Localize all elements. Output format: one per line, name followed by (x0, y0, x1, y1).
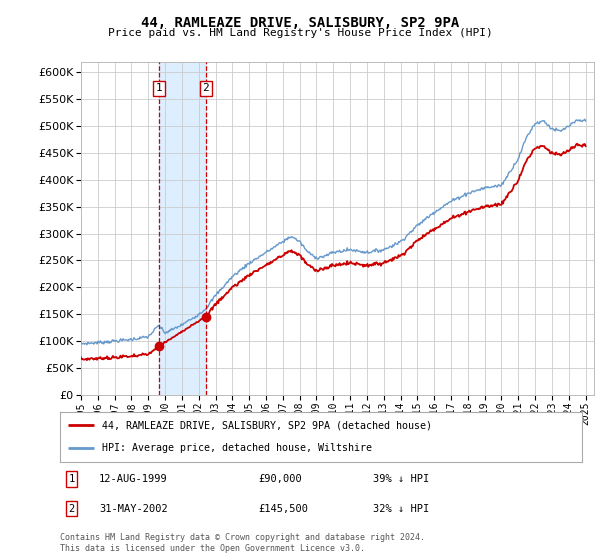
Text: Price paid vs. HM Land Registry's House Price Index (HPI): Price paid vs. HM Land Registry's House … (107, 28, 493, 38)
Text: 44, RAMLEAZE DRIVE, SALISBURY, SP2 9PA: 44, RAMLEAZE DRIVE, SALISBURY, SP2 9PA (141, 16, 459, 30)
Text: 2: 2 (68, 503, 74, 514)
Bar (158, 62, 206, 395)
Text: Contains HM Land Registry data © Crown copyright and database right 2024.
This d: Contains HM Land Registry data © Crown c… (60, 533, 425, 553)
Text: HPI: Average price, detached house, Wiltshire: HPI: Average price, detached house, Wilt… (102, 444, 372, 454)
Text: 2: 2 (202, 83, 209, 94)
Text: 1: 1 (68, 474, 74, 484)
Text: 39% ↓ HPI: 39% ↓ HPI (373, 474, 430, 484)
Text: 12-AUG-1999: 12-AUG-1999 (99, 474, 168, 484)
Text: £145,500: £145,500 (259, 503, 308, 514)
Text: 31-MAY-2002: 31-MAY-2002 (99, 503, 168, 514)
Text: 1: 1 (155, 83, 162, 94)
Text: 32% ↓ HPI: 32% ↓ HPI (373, 503, 430, 514)
Text: £90,000: £90,000 (259, 474, 302, 484)
Text: 44, RAMLEAZE DRIVE, SALISBURY, SP2 9PA (detached house): 44, RAMLEAZE DRIVE, SALISBURY, SP2 9PA (… (102, 420, 432, 430)
